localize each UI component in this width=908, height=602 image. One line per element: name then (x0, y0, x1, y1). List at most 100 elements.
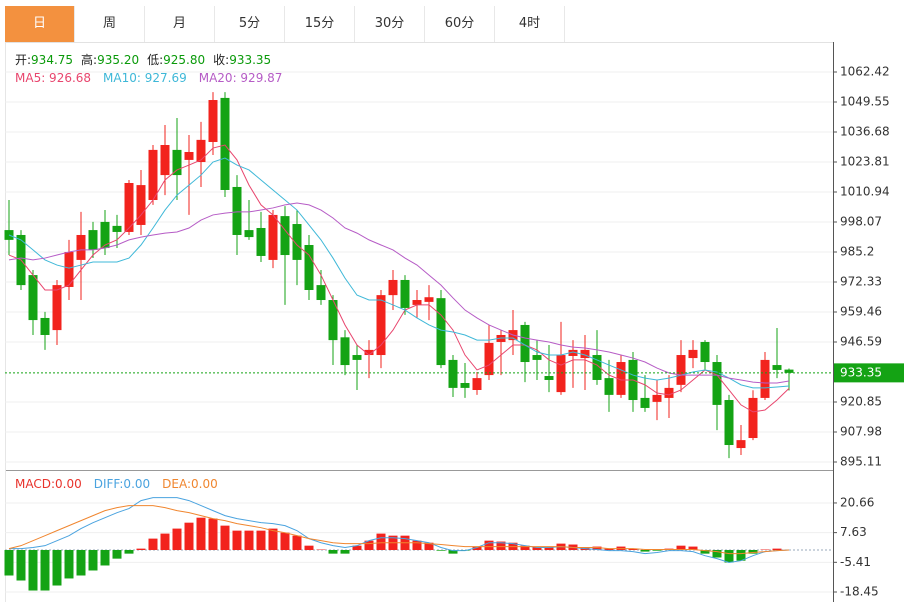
candle-body (208, 100, 218, 142)
candle-body (640, 397, 650, 408)
candle-body (232, 186, 242, 235)
macd-bar (484, 540, 494, 550)
ma-legend-item: MA5: 926.68 (15, 71, 91, 85)
period-tab[interactable]: 30分 (355, 6, 425, 42)
macd-bar (436, 549, 446, 551)
candle-body (256, 227, 266, 256)
macd-bar (40, 549, 50, 591)
macd-bar (376, 533, 386, 550)
candle-body (136, 185, 146, 225)
candle-body (592, 355, 602, 380)
candle-body (184, 151, 194, 160)
period-tab[interactable]: 4时 (495, 6, 565, 42)
ma-line (8, 144, 790, 413)
candle-body (544, 376, 554, 380)
macd-bar (16, 549, 26, 581)
macd-bar (700, 549, 710, 554)
ohlc-label: 开: (15, 53, 31, 67)
ohlc-label: 低: (147, 53, 163, 67)
candle-body (436, 298, 446, 366)
candle-body (616, 362, 626, 395)
period-tab[interactable]: 周 (75, 6, 145, 42)
macd-bar (628, 548, 638, 550)
y-tick-label: 1010.94 (840, 184, 890, 198)
period-tab[interactable]: 月 (145, 6, 215, 42)
candle-body (196, 139, 206, 163)
ohlc-value: 935.20 (97, 53, 139, 67)
candle-body (280, 216, 290, 256)
candle-body (316, 285, 326, 301)
macd-bar (208, 518, 218, 550)
ohlc-info: 开:934.75 高:935.20 低:925.80 收:933.35 (15, 52, 271, 67)
candle-body (400, 279, 410, 308)
period-tab[interactable]: 60分 (425, 6, 495, 42)
candle-body (772, 365, 782, 370)
macd-bar (304, 545, 314, 550)
candle-body (172, 149, 182, 176)
ohlc-value: 933.35 (229, 53, 271, 67)
candle-body (556, 355, 566, 393)
candle-body (700, 341, 710, 363)
ma-line (8, 202, 790, 384)
candle-body (532, 355, 542, 360)
candle-body (424, 297, 434, 302)
ohlc-value: 934.75 (31, 53, 73, 67)
ohlc-value: 925.80 (163, 53, 205, 67)
macd-legend-item: DEA:0.00 (162, 477, 218, 491)
macd-bar (220, 525, 230, 550)
macd-bar (544, 546, 554, 550)
macd-bar (232, 530, 242, 550)
macd-bar (184, 522, 194, 550)
ma-legend-item: MA20: 929.87 (199, 71, 283, 85)
macd-bar (748, 549, 758, 554)
y-tick-label: -5.41 (840, 555, 871, 569)
candle-body (268, 214, 278, 260)
candle-body (364, 349, 374, 356)
candle-body (676, 355, 686, 385)
macd-legend-item: DIFF:0.00 (94, 477, 150, 491)
candle-body (604, 378, 614, 395)
candle-body (784, 369, 794, 373)
macd-bar (412, 540, 422, 550)
macd-bar (736, 549, 746, 561)
candle-body (148, 149, 158, 201)
macd-bar (28, 549, 38, 591)
y-tick-label: 959.46 (840, 305, 882, 319)
candle-body (472, 378, 482, 390)
candle-body (220, 97, 230, 190)
macd-bar (196, 517, 206, 550)
ma-line (8, 157, 790, 389)
candle-body (568, 349, 578, 356)
macd-bar (148, 538, 158, 550)
macd-line (8, 505, 790, 555)
macd-bar (604, 548, 614, 550)
macd-bar (640, 549, 650, 552)
macd-legend-item: MACD:0.00 (15, 477, 82, 491)
period-tab[interactable]: 15分 (285, 6, 355, 42)
period-tab[interactable]: 5分 (215, 6, 285, 42)
candle-body (64, 251, 74, 287)
y-tick-label: 895.11 (840, 455, 882, 469)
macd-bar (4, 549, 14, 576)
macd-bar (712, 549, 722, 558)
y-tick-label: 907.98 (840, 425, 882, 439)
y-tick-label: 1023.81 (840, 154, 890, 168)
macd-bar (64, 549, 74, 579)
ma-legend: MA5: 926.68 MA10: 927.69 MA20: 929.87 (15, 71, 282, 85)
macd-bar (292, 535, 302, 550)
macd-bar (160, 533, 170, 550)
macd-bar (592, 546, 602, 550)
candle-body (328, 300, 338, 341)
y-tick-label: 1062.42 (840, 64, 890, 78)
macd-bar (688, 546, 698, 550)
macd-bar (424, 542, 434, 550)
y-tick-label: 7.63 (840, 525, 867, 539)
candle-body (712, 362, 722, 405)
period-tab[interactable]: 日 (5, 6, 75, 42)
macd-bar (328, 549, 338, 554)
candle-body (484, 342, 494, 376)
macd-bar (136, 548, 146, 550)
y-tick-label: 998.07 (840, 214, 882, 228)
